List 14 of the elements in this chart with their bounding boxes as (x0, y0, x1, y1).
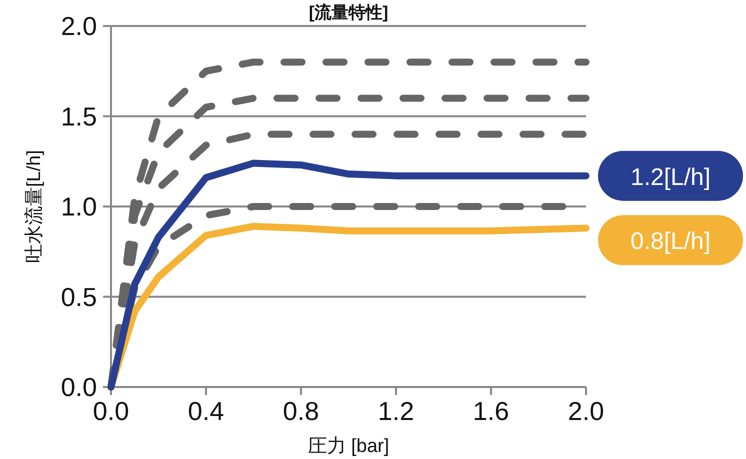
series-label: 0.8[L/h] (630, 228, 711, 256)
x-tick-label: 0.4 (188, 396, 224, 426)
series-label: 1.2[L/h] (630, 164, 711, 191)
x-tick-label: 2.0 (568, 396, 604, 426)
y-tick-label: 1.0 (60, 192, 97, 222)
y-axis-title: 吐水流量[L/h] (23, 150, 45, 263)
x-axis-title: 圧力 [bar] (308, 436, 390, 457)
chart-title: [流量特性] (308, 3, 388, 22)
y-tick-label: 2.0 (60, 11, 97, 41)
y-tick-label: 0.5 (60, 282, 97, 312)
x-tick-label: 1.2 (378, 396, 414, 426)
y-tick-label: 1.5 (60, 101, 97, 132)
x-tick-label: 0.8 (282, 396, 320, 426)
x-tick-label: 1.6 (472, 396, 510, 426)
